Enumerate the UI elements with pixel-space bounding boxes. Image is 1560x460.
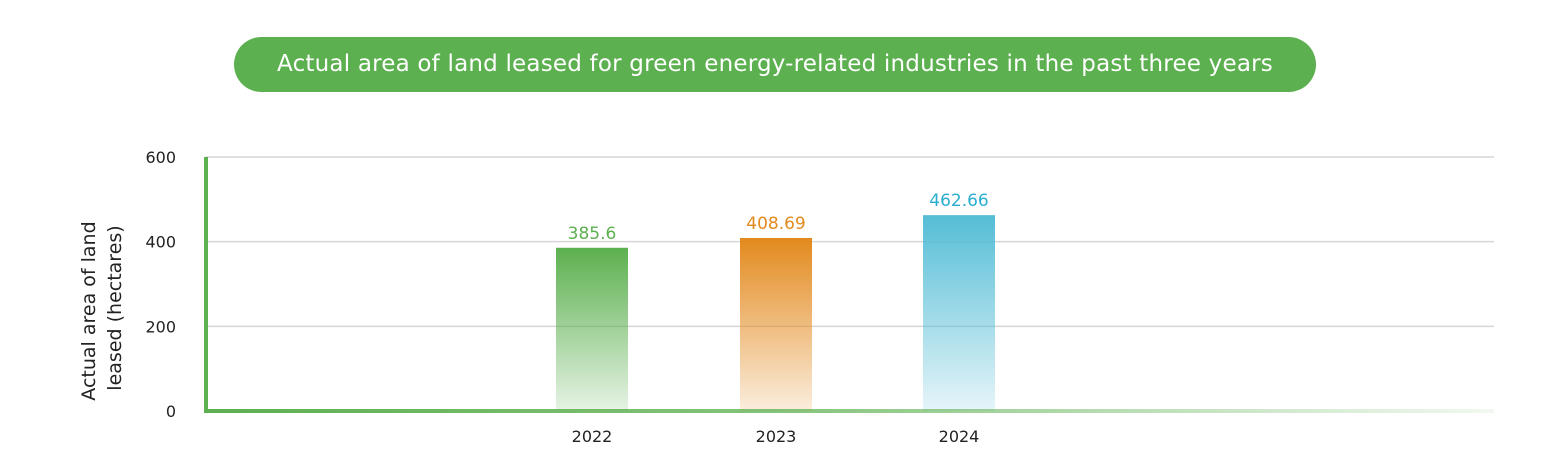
- x-tick-label: 2024: [939, 427, 980, 446]
- data-label-2023: 408.69: [746, 214, 805, 234]
- x-tick-label: 2022: [572, 427, 613, 446]
- bar-2022: [556, 247, 628, 411]
- y-tick-label: 600: [145, 148, 176, 167]
- y-tick-label: 0: [166, 402, 176, 421]
- x-axis-line: [204, 409, 1494, 413]
- bar-2023: [740, 237, 812, 411]
- bars: [556, 215, 995, 411]
- y-tick-label: 400: [145, 233, 176, 252]
- x-tick-label: 2023: [756, 427, 797, 446]
- labels: 0 200 400 600 385.6 2022 408.69 2023 462.66 2024: [145, 148, 988, 446]
- chart-title: Actual area of land leased for green ene…: [234, 37, 1316, 92]
- bar-2024: [923, 215, 995, 411]
- y-tick-label: 200: [145, 317, 176, 336]
- y-axis-title: Actual area of land leased (hectares): [78, 215, 126, 400]
- axes: [204, 157, 1494, 413]
- gridlines: [206, 156, 1494, 328]
- data-label-2022: 385.6: [568, 224, 617, 244]
- data-label-2024: 462.66: [929, 191, 988, 211]
